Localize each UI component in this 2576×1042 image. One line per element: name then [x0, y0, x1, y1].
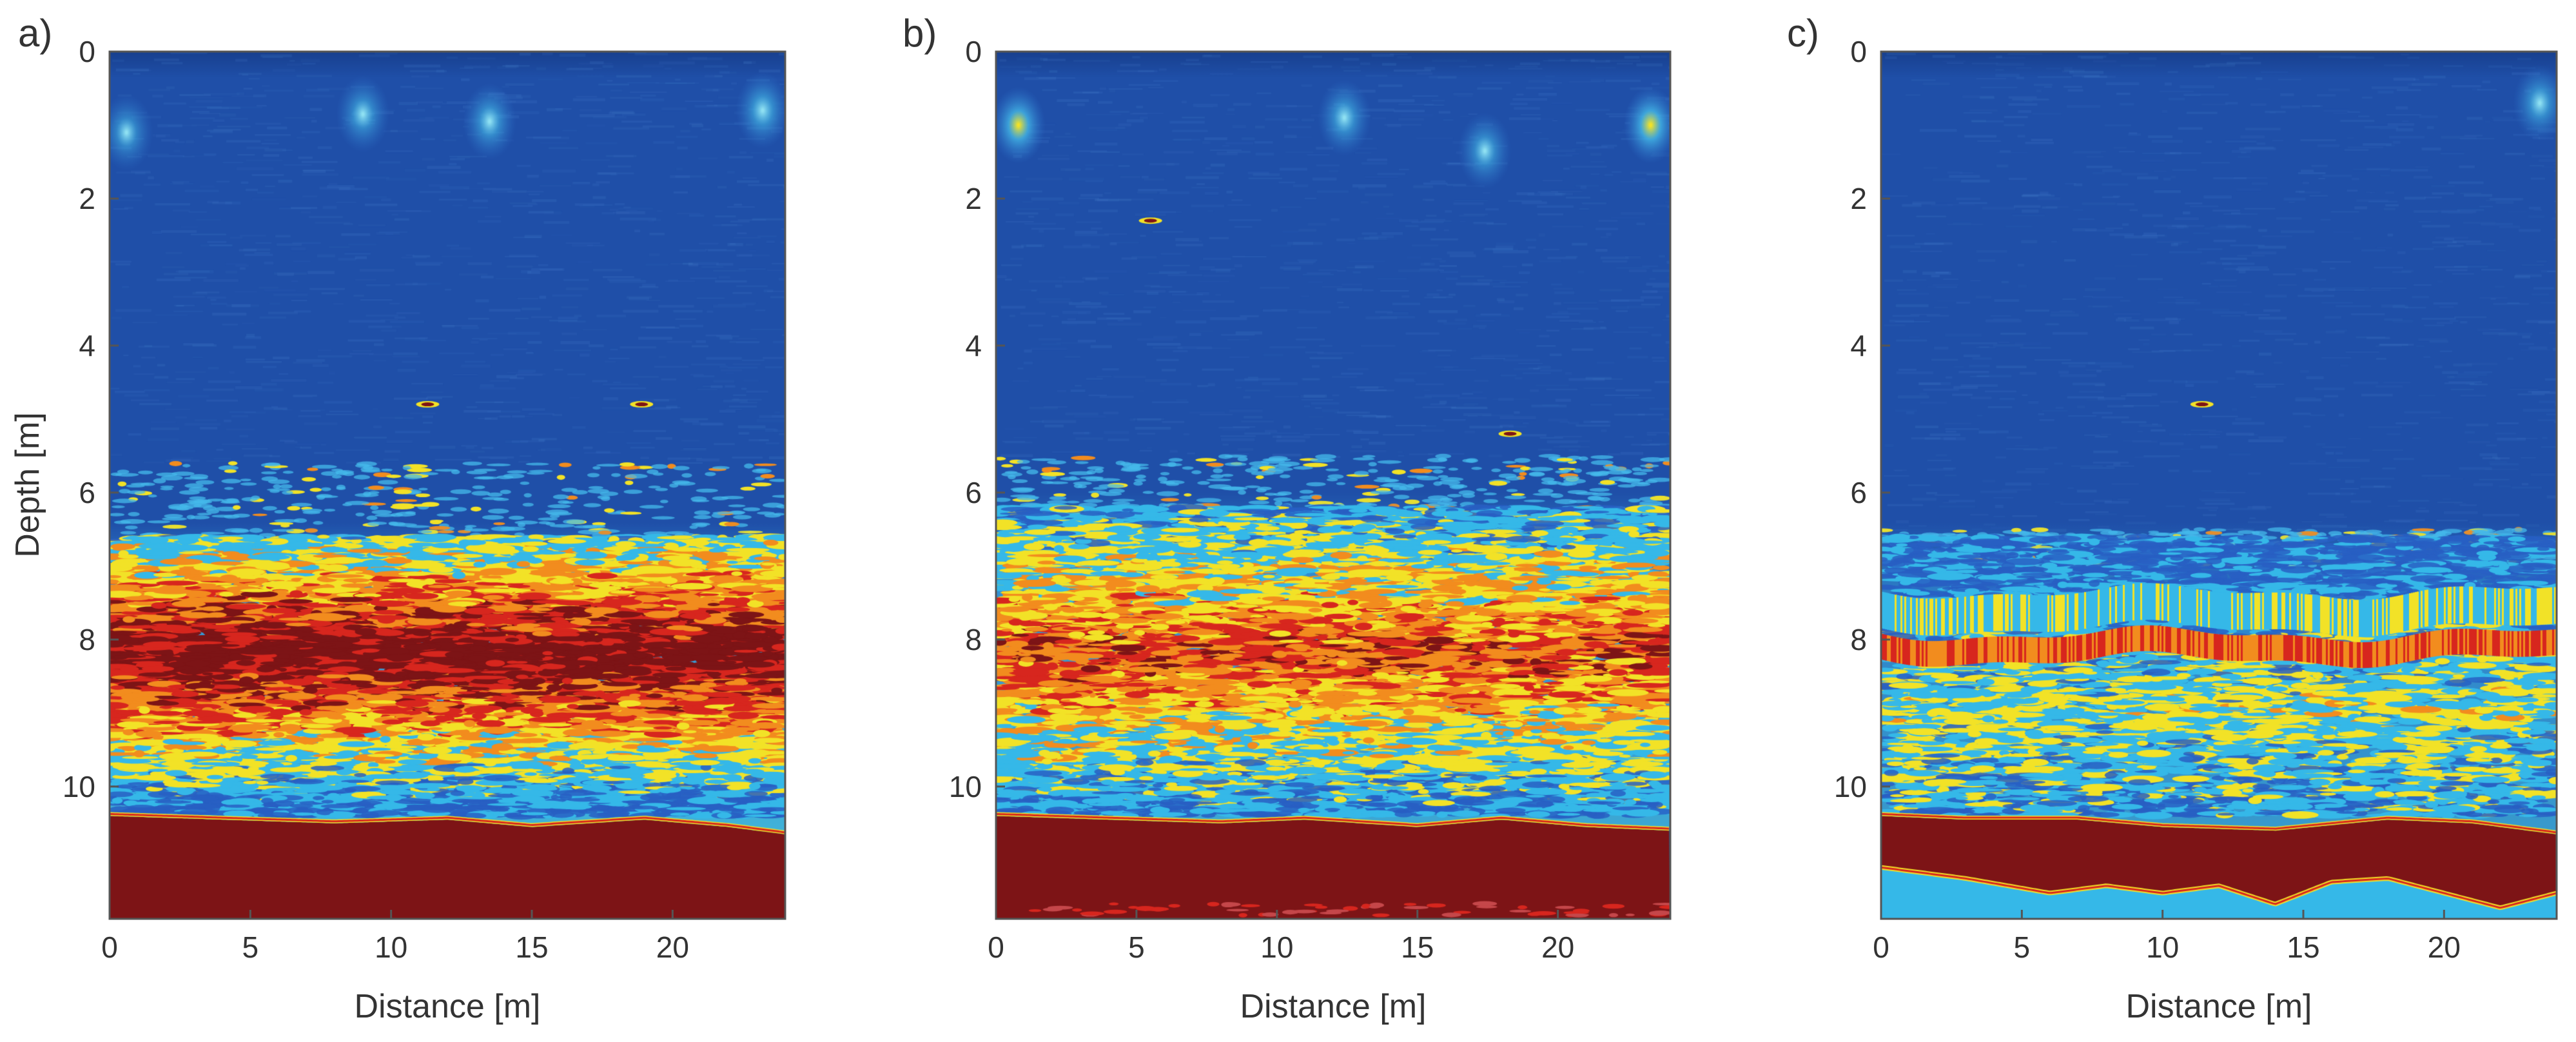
panel-b-letter: b) — [903, 12, 937, 55]
x-tick-label: 0 — [988, 930, 1004, 964]
panel-b-x-ticks: 0 5 10 15 20 — [988, 910, 1574, 964]
panel-c-echogram — [1881, 52, 2557, 919]
panel-b-y-ticks: 0 2 4 6 8 10 — [949, 35, 1005, 803]
y-tick-label: 0 — [965, 35, 982, 68]
x-tick-label: 5 — [1128, 930, 1145, 964]
panel-a-letter: a) — [18, 12, 52, 55]
panel-b-x-label: Distance [m] — [1240, 988, 1427, 1025]
panel-c-x-label: Distance [m] — [2126, 988, 2312, 1025]
x-tick-label: 0 — [1873, 930, 1889, 964]
y-tick-label: 8 — [1850, 623, 1867, 656]
x-tick-label: 10 — [1260, 930, 1293, 964]
panel-b-frame — [995, 50, 1672, 920]
panel-c: c) 0 5 10 15 20 0 2 4 6 8 10 Distance [m] — [1787, 12, 2558, 1025]
y-tick-label: 2 — [1850, 182, 1867, 215]
x-tick-label: 20 — [1541, 930, 1574, 964]
y-tick-label: 0 — [1850, 35, 1867, 68]
x-tick-label: 15 — [2287, 930, 2319, 964]
panel-c-frame — [1880, 50, 2558, 920]
y-tick-label: 6 — [1850, 476, 1867, 509]
x-tick-label: 0 — [101, 930, 118, 964]
y-tick-label: 10 — [1834, 770, 1867, 803]
panel-b-echogram — [996, 52, 1670, 919]
y-tick-label: 4 — [79, 329, 95, 362]
x-tick-label: 20 — [2428, 930, 2461, 964]
x-tick-label: 10 — [375, 930, 407, 964]
y-tick-label: 10 — [63, 770, 95, 803]
panel-a-frame — [108, 50, 786, 920]
y-tick-label: 0 — [79, 35, 95, 68]
panel-a-echogram — [110, 52, 785, 919]
y-tick-label: 2 — [965, 182, 982, 215]
panel-c-letter: c) — [1787, 12, 1819, 55]
panel-a-x-ticks: 0 5 10 15 20 — [101, 910, 689, 964]
panel-a-y-label: Depth [m] — [9, 412, 46, 557]
x-tick-label: 10 — [2146, 930, 2179, 964]
x-tick-label: 15 — [1401, 930, 1434, 964]
y-tick-label: 10 — [949, 770, 982, 803]
panel-c-x-ticks: 0 5 10 15 20 — [1873, 910, 2461, 964]
x-tick-label: 20 — [656, 930, 689, 964]
x-tick-label: 15 — [515, 930, 548, 964]
y-tick-label: 8 — [965, 623, 982, 656]
y-tick-label: 8 — [79, 623, 95, 656]
panel-a: a) 0 5 10 15 20 0 2 4 6 8 10 Distance [m] Depth [… — [9, 12, 786, 1025]
y-tick-label: 6 — [79, 476, 95, 509]
x-tick-label: 5 — [2014, 930, 2031, 964]
panel-a-y-ticks: 0 2 4 6 8 10 — [63, 35, 119, 803]
x-tick-label: 5 — [242, 930, 259, 964]
panel-c-y-ticks: 0 2 4 6 8 10 — [1834, 35, 1890, 803]
y-tick-label: 4 — [965, 329, 982, 362]
y-tick-label: 4 — [1850, 329, 1867, 362]
y-tick-label: 6 — [965, 476, 982, 509]
panel-a-x-label: Distance [m] — [355, 988, 541, 1025]
y-tick-label: 2 — [79, 182, 95, 215]
panel-b: b) 0 5 10 15 20 0 2 4 6 8 10 Distance [m] — [903, 12, 1672, 1025]
